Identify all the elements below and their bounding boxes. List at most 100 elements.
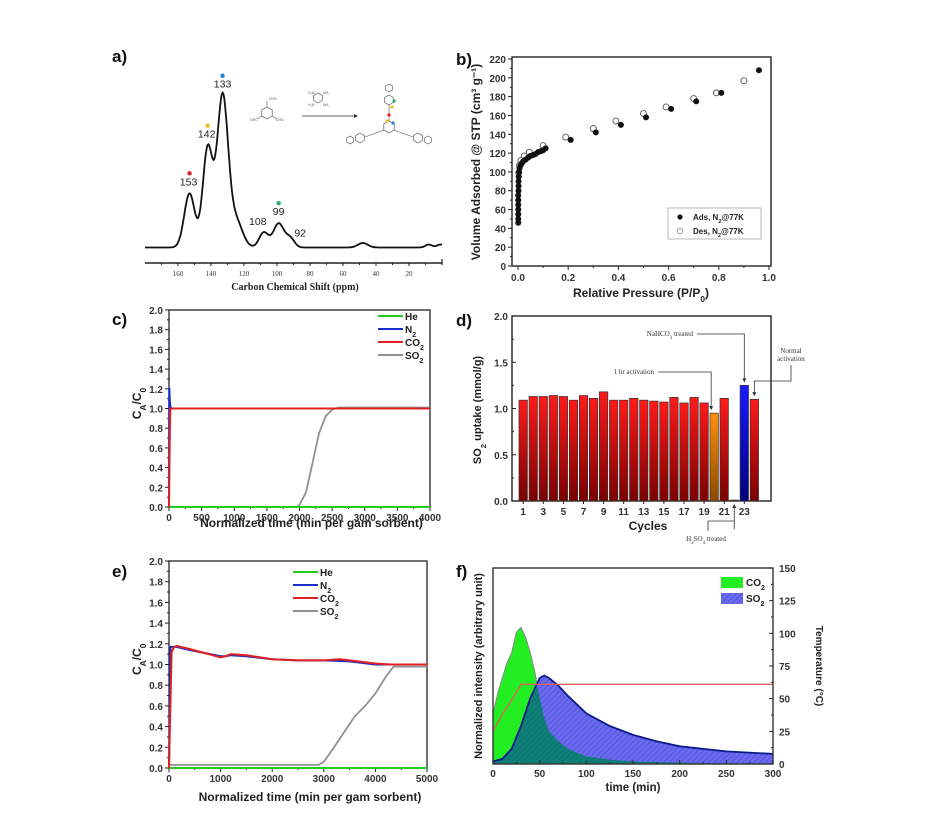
y-axis-title: Volume Adsorbed @ STP (cm³ g⁻¹) [469,64,483,261]
y-tick-label: 0.8 [149,424,163,435]
annotation-arrow [697,333,745,381]
x-axis-title: Normalized time (min per gam sorbent) [200,516,423,530]
atom-marker-green [392,99,396,103]
y-axis-title: CA/C0 [130,388,148,420]
x-tick-label: 3000 [313,774,336,785]
bar-cycle-20 [709,412,719,502]
y-tick-label: 0.2 [149,743,163,754]
y-tick-label: 1.4 [149,619,163,630]
y2-tick-label: 0 [779,760,785,771]
y-tick-label: 0 [500,262,506,273]
x-tick-label: 500 [193,513,210,524]
bar-cycle-9 [599,391,609,502]
bar-cycle-8 [588,397,599,502]
arrow-head-icon [742,378,747,383]
peak-marker [187,171,192,176]
x-tick-label: 17 [678,507,690,518]
y-tick-label: 120 [489,149,506,160]
bar-cycle-13 [639,399,649,502]
bar-cycle-3 [538,396,548,502]
annotation-1hr-activation: 1 hr activation [614,368,714,411]
y-tick-label: 1.2 [149,640,163,651]
bar-cycle-15 [659,401,669,502]
x-tick-label: 250 [718,769,735,780]
series-line-so2 [169,665,427,766]
x-tick-label: 0.0 [511,273,525,284]
x-tick-label: 3 [541,507,547,518]
x-tick-label: 0.6 [662,273,676,284]
annotation-text: NaHCO3 treated [647,330,694,341]
annotation-arrow [753,365,792,395]
y-tick-label: 0.4 [149,723,163,734]
bar-cycle-24 [749,398,759,502]
x-tick-label: 0.2 [561,273,575,284]
bar-cycle-23 [739,385,749,502]
benzimidazole-ring-icon [413,132,423,144]
bar-cycle-18 [689,397,699,502]
plot-frame [511,56,772,267]
y-tick-label: 0.5 [494,451,508,462]
x-tick-label: 3000 [354,513,377,524]
bond [364,129,385,138]
peak-label: 92 [294,227,306,239]
y-tick-label: 1.0 [494,405,508,416]
panel-label-d: d) [456,311,472,330]
bar-cycle-5 [558,396,568,502]
ads-point [668,105,675,112]
y-tick-label: 100 [489,168,506,179]
peak-marker [220,73,225,78]
group-label: NH₂ [323,103,330,107]
y-tick-label: 0.4 [149,464,163,475]
x-tick-label: 80 [307,270,315,278]
x-tick-label: 2000 [261,774,284,785]
x-tick-label: 140 [206,270,217,278]
y-axis-title: Normalized intensity (arbitrary unit) [473,573,485,759]
benzene-ring-icon [261,106,273,120]
x-tick-label: 13 [638,507,650,518]
ads-point [515,187,522,194]
nmr-spectrum-line [145,90,443,249]
y-tick-label: 1.0 [149,405,163,416]
bar-cycle-17 [679,402,689,502]
x-tick-label: 9 [601,507,607,518]
y-axis-title-group: CA/C0 [130,388,148,420]
y-tick-label: 2.0 [149,306,163,317]
bond [271,115,278,120]
bar-cycle-2 [528,396,538,502]
line-temperature [492,683,773,732]
bar-cycle-10 [609,399,619,502]
x-tick-label: 150 [625,769,642,780]
peak-label: 153 [180,176,198,188]
x-tick-label: 19 [699,507,711,518]
des-point [612,117,620,125]
y-axis-title: CA/C0 [130,643,148,675]
group-label: H₂N [308,91,315,95]
x-tick-label: 1 [520,507,526,518]
legend-label: N2 [320,581,331,595]
legend-marker-des [677,228,683,234]
group-label: NH₂ [323,91,330,95]
y-tick-label: 1.4 [149,365,163,376]
series-line-so2 [169,406,430,508]
panel-c-breakthrough: 0.0 0.2 0.4 0.6 0.8 1.0 1.2 1.4 1.6 1.8 2.0 0 500 100… [130,306,442,530]
peak-label: 133 [214,79,232,91]
x-tick-label: 4000 [364,774,387,785]
x-tick-label: 21 [719,507,731,518]
x-tick-label: 4000 [419,513,442,524]
x-tick-label: 40 [373,270,381,278]
y-tick-label: 200 [489,74,506,85]
panel-label-b: b) [456,50,472,69]
x-tick-label: 5000 [416,774,439,785]
peak-label: 99 [273,206,285,218]
y-tick-label: 140 [489,130,506,141]
y-tick-label: 0.8 [149,681,163,692]
arrow-head-icon [354,114,358,118]
ads-point [515,215,522,222]
y-axis-title: SO2 uptake (mmol/g) [472,356,488,465]
y-tick-label: 220 [489,55,506,66]
x-tick-label: 100 [272,270,283,278]
x-tick-label: 50 [534,769,546,780]
